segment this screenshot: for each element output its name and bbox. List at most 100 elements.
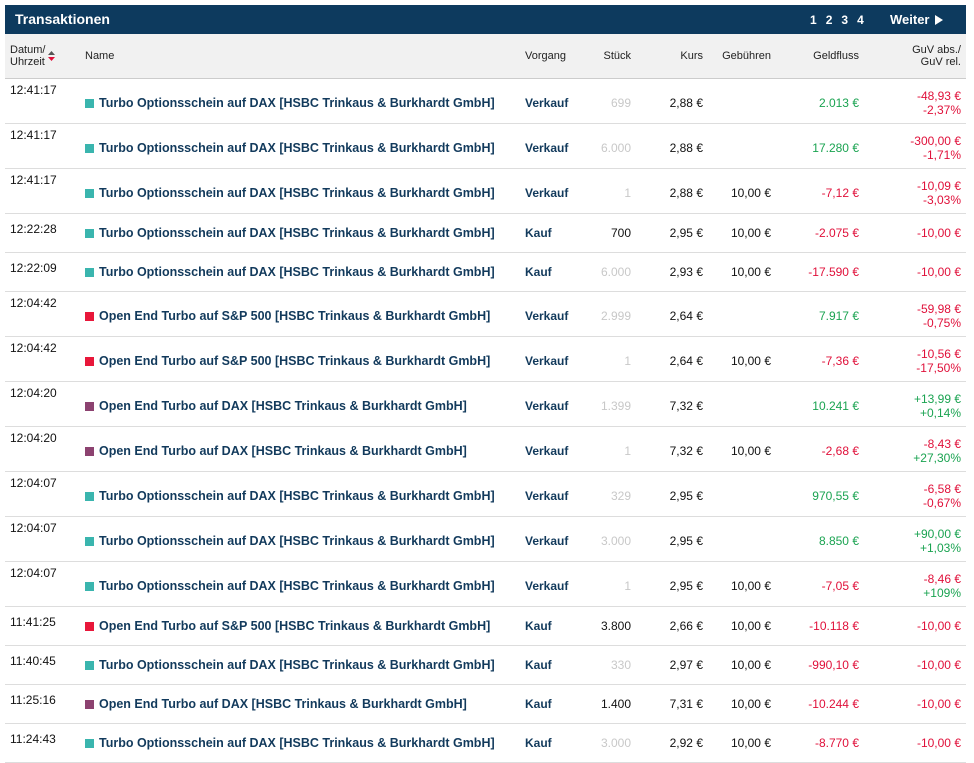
sort-icon[interactable] (48, 50, 56, 62)
product-name[interactable]: Turbo Optionsschein auf DAX [HSBC Trinka… (99, 265, 495, 279)
pnl-rel: -2,37% (922, 102, 961, 117)
price-cell: 2,66 € (636, 606, 708, 646)
next-arrow[interactable] (934, 15, 943, 25)
column-header: GuV abs./GuV rel. (864, 34, 966, 79)
next-button[interactable]: Weiter (890, 12, 943, 27)
quantity-cell: 330 (588, 645, 636, 685)
transactions-table: Datum/Uhrzeit Name Vorgang Stück Kurs Gebühre… (5, 34, 966, 763)
type-cell: Kauf (520, 723, 588, 763)
product-name[interactable]: Turbo Optionsschein auf DAX [HSBC Trinka… (99, 226, 495, 240)
product-name[interactable]: Turbo Optionsschein auf DAX [HSBC Trinka… (99, 578, 495, 593)
product-name[interactable]: Turbo Optionsschein auf DAX [HSBC Trinka… (99, 185, 495, 200)
product-color (85, 401, 94, 411)
product-name[interactable]: Turbo Optionsschein auf DAX [HSBC Trinka… (99, 488, 495, 503)
pnl-cell: -10,00 € (864, 723, 966, 763)
price: 2,64 € (669, 353, 703, 368)
fee: 10,00 € (730, 658, 771, 672)
type-cell: Verkauf (520, 471, 588, 517)
cashflow-cell: 8.850 € (776, 516, 864, 562)
product-name[interactable]: Open End Turbo auf S&P 500 [HSBC Trinkau… (99, 619, 491, 633)
product-name[interactable]: Turbo Optionsschein auf DAX [HSBC Trinka… (99, 658, 495, 672)
price-cell: 7,32 € (636, 426, 708, 472)
column-header: Gebühren (708, 34, 776, 79)
product-color (85, 622, 94, 631)
fee-cell: 10,00 € (708, 645, 776, 685)
quantity: 1 (624, 353, 631, 368)
product-name[interactable]: Turbo Optionsschein auf DAX [HSBC Trinka… (99, 533, 495, 548)
name-cell: Open End Turbo auf DAX [HSBC Trinkaus & … (80, 684, 520, 724)
type-cell: Verkauf (520, 561, 588, 607)
type-cell: Verkauf (520, 78, 588, 124)
page-link[interactable]: 2 (825, 13, 833, 27)
product-name[interactable]: Turbo Optionsschein auf DAX [HSBC Trinka… (99, 95, 495, 110)
header-text: Geldfluss (813, 50, 859, 62)
price: 2,66 € (669, 619, 703, 633)
time: 12:41:17 (10, 83, 57, 97)
fee-cell: 10,00 € (708, 168, 776, 214)
transaction-row: 11:40:45 Turbo Optionsschein auf DAX [HSB… (5, 645, 966, 685)
cashflow-cell: 970,55 € (776, 471, 864, 517)
page-link[interactable]: 1 (810, 13, 817, 27)
cashflow: -8.770 € (814, 736, 859, 750)
cashflow-cell: -990,10 € (776, 645, 864, 685)
transaction-row: 11:24:43 Turbo Optionsschein auf DAX [HSB… (5, 723, 966, 763)
price: 2,97 € (669, 658, 703, 672)
pnl-rel: -1,71% (922, 147, 961, 162)
fee-cell: 10,00 € (708, 336, 776, 382)
price-cell: 2,88 € (636, 123, 708, 169)
transaction-row: 12:04:07 Turbo Optionsschein auf DAX [HSB… (5, 516, 966, 562)
transaction-type: Verkauf (525, 488, 569, 503)
cashflow-cell: 10.241 € (776, 381, 864, 427)
price: 2,92 € (669, 736, 703, 750)
time-cell: 11:24:43 (5, 723, 80, 763)
time: 11:24:43 (10, 732, 56, 746)
cashflow: -2.075 € (814, 226, 859, 240)
time-cell: 12:04:07 (5, 561, 80, 607)
price: 2,95 € (669, 533, 703, 548)
pnl-abs: -59,98 € (916, 301, 961, 316)
time: 12:41:17 (10, 128, 57, 142)
pnl-abs: -48,93 € (916, 88, 961, 103)
product-color (85, 661, 94, 670)
fee: 10,00 € (730, 736, 771, 750)
fee-cell: 10,00 € (708, 561, 776, 607)
quantity: 2.999 (600, 308, 631, 323)
transaction-row: 12:41:17 Turbo Optionsschein auf DAX [HSB… (5, 168, 966, 214)
time: 12:04:42 (10, 296, 57, 310)
type-cell: Verkauf (520, 168, 588, 214)
product-name[interactable]: Open End Turbo auf DAX [HSBC Trinkaus & … (99, 697, 467, 711)
product-name[interactable]: Open End Turbo auf DAX [HSBC Trinkaus & … (99, 398, 467, 413)
product-name[interactable]: Turbo Optionsschein auf DAX [HSBC Trinka… (99, 140, 495, 155)
price: 2,95 € (669, 488, 703, 503)
cashflow: 17.280 € (812, 140, 859, 155)
fee-cell: 10,00 € (708, 606, 776, 646)
quantity-cell: 6.000 (588, 252, 636, 292)
product-name[interactable]: Open End Turbo auf S&P 500 [HSBC Trinkau… (99, 353, 491, 368)
product-name[interactable]: Turbo Optionsschein auf DAX [HSBC Trinka… (99, 736, 495, 750)
cashflow: -17.590 € (808, 265, 859, 279)
page-link[interactable]: 3 (841, 13, 849, 27)
transaction-type: Kauf (525, 619, 552, 633)
product-color (85, 581, 94, 591)
transaction-type: Kauf (525, 226, 552, 240)
cashflow-cell: -10.118 € (776, 606, 864, 646)
page-link[interactable]: 4 (857, 13, 864, 27)
product-name[interactable]: Open End Turbo auf DAX [HSBC Trinkaus & … (99, 443, 467, 458)
product-color (85, 268, 94, 277)
time-cell: 11:40:45 (5, 645, 80, 685)
product-name[interactable]: Open End Turbo auf S&P 500 [HSBC Trinkau… (99, 308, 491, 323)
header-text: Vorgang (525, 50, 566, 62)
column-header: Vorgang (520, 34, 588, 79)
fee: 10,00 € (730, 226, 771, 240)
pnl-cell: -10,00 € (864, 684, 966, 724)
header-line: Uhrzeit (10, 56, 45, 68)
quantity-cell: 329 (588, 471, 636, 517)
price-cell: 2,95 € (636, 561, 708, 607)
time-cell: 12:41:17 (5, 123, 80, 169)
next-label[interactable]: Weiter (890, 12, 930, 27)
column-header: Stück (588, 34, 636, 79)
transaction-type: Kauf (525, 736, 552, 750)
